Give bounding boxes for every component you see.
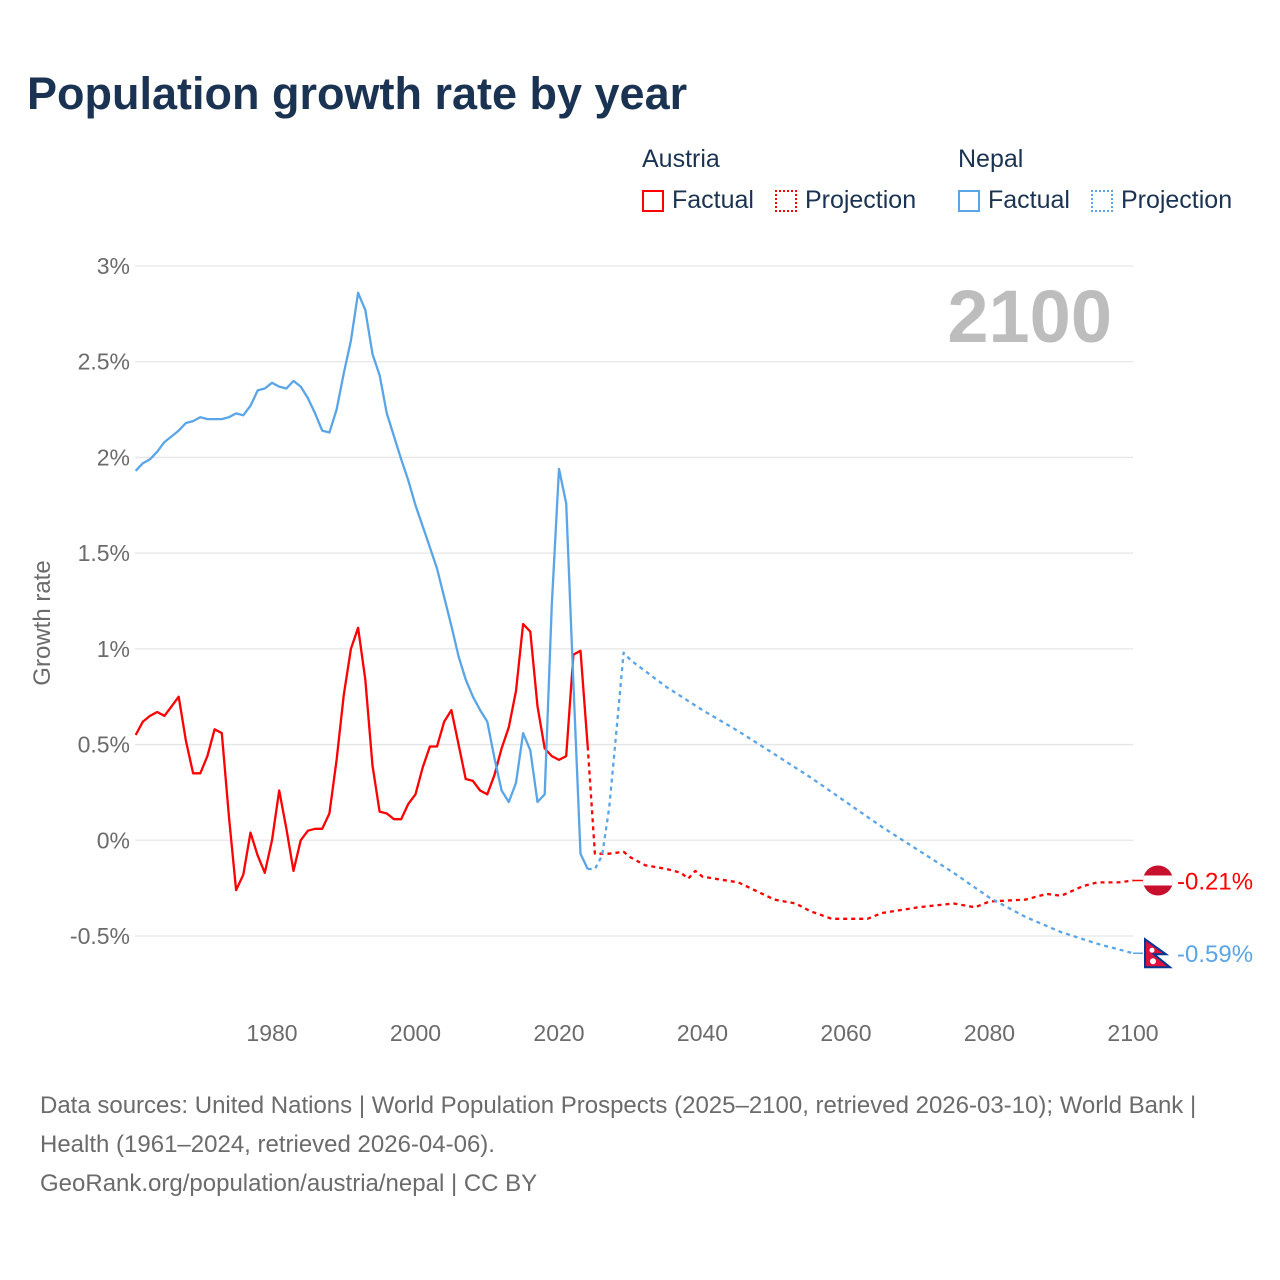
legend-austria: Austria Factual Projection	[642, 145, 930, 219]
nepal-flag-icon	[1143, 937, 1173, 969]
legend-label: Factual	[988, 186, 1070, 214]
y-tick-label: 2.5%	[78, 349, 130, 375]
y-tick-label: 2%	[97, 444, 130, 470]
flag-stripes	[1143, 865, 1173, 896]
y-tick-label: 1.5%	[78, 540, 130, 566]
y-tick-label: 3%	[97, 253, 130, 279]
year-display: 2100	[947, 275, 1112, 358]
legend-nepal-heading: Nepal	[958, 145, 1024, 173]
end-value-label: -0.59%	[1177, 941, 1253, 968]
x-tick-label: 1980	[246, 1020, 297, 1046]
dotted-swatch-icon	[1090, 189, 1113, 212]
flag-stripe-white	[1143, 875, 1173, 886]
x-tick-label: 2040	[677, 1020, 728, 1046]
legend-austria-heading: Austria	[642, 145, 720, 173]
y-tick-label: 0%	[97, 827, 130, 853]
solid-swatch-icon	[642, 189, 664, 212]
legend-nepal-projection[interactable]: Projection	[1090, 186, 1233, 215]
series-line-austria-projection	[586, 746, 1134, 920]
x-tick-label: 2080	[964, 1020, 1015, 1046]
y-tick-label: -0.5%	[70, 923, 130, 949]
chart-title: Population growth rate by year	[27, 68, 688, 119]
x-tick-label: 2100	[1107, 1020, 1158, 1046]
credit-link[interactable]: GeoRank.org/population/austria/nepal | C…	[40, 1170, 538, 1197]
x-tick-label: 2060	[820, 1020, 871, 1046]
legend-label: Factual	[672, 186, 754, 214]
solid-swatch-icon	[958, 189, 980, 212]
y-tick-label: 0.5%	[78, 732, 130, 758]
series-line-austria-factual	[134, 622, 589, 892]
austria-flag-icon	[1143, 865, 1173, 896]
y-axis-label: Growth rate	[29, 560, 56, 685]
x-tick-label: 2020	[533, 1020, 584, 1046]
legend-austria-factual[interactable]: Factual	[642, 186, 754, 215]
legend-label: Projection	[804, 186, 917, 214]
x-tick-label: 2000	[390, 1020, 441, 1046]
end-value-label: -0.21%	[1177, 868, 1253, 895]
flag-moon	[1149, 947, 1155, 953]
series-line-nepal-projection	[587, 651, 1134, 955]
legend-austria-projection[interactable]: Projection	[774, 186, 917, 215]
y-tick-label: 1%	[97, 636, 130, 662]
series-line-nepal-factual	[134, 291, 589, 870]
legend-nepal-factual[interactable]: Factual	[958, 186, 1070, 215]
legend-label: Projection	[1120, 186, 1233, 214]
data-sources: Data sources: United Nations | World Pop…	[40, 1092, 1197, 1158]
footer: Data sources: United Nations | World Pop…	[40, 1086, 1240, 1203]
dotted-swatch-icon	[774, 189, 797, 212]
flag-sun	[1150, 958, 1156, 965]
legend-nepal: Nepal Factual Projection	[958, 145, 1246, 219]
